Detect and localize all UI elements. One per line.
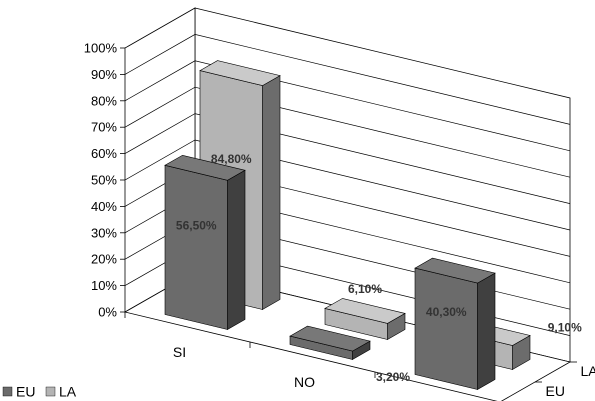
bar-eu-no	[289, 325, 371, 361]
legend: EU LA	[2, 384, 77, 400]
legend-item-eu: EU	[2, 384, 35, 400]
data-label-la: 84,80%	[211, 152, 252, 166]
legend-item-la: LA	[45, 384, 77, 400]
depth-label: EU	[546, 383, 565, 399]
bar-la-no	[324, 298, 406, 341]
bar-eu-parcialemente	[414, 257, 496, 391]
bar-top-face	[164, 154, 246, 181]
x-axis-categories: SINOParcialemente	[173, 344, 315, 390]
y-tick-label: 0%	[98, 305, 117, 320]
gridlines	[124, 34, 571, 336]
data-labels: 56,50% 3,20% 40,30% 84,80% 6,10% 9,10%	[176, 152, 582, 384]
y-axis-ticks: 0% 10% 20% 30% 40% 50% 60% 70% 80% 90% 100%	[84, 41, 125, 320]
bar-top-face	[199, 60, 281, 86]
bar-side-face	[262, 75, 281, 311]
legend-label: LA	[59, 384, 77, 400]
y-tick-label: 60%	[91, 146, 117, 161]
bar-top-face	[324, 298, 406, 324]
legend-swatch	[2, 386, 13, 397]
x-category-label: NO	[294, 374, 315, 390]
y-tick-label: 40%	[91, 199, 117, 214]
y-tick-label: 30%	[91, 225, 117, 240]
gridline	[124, 86, 571, 178]
depth-axis-labels: EU LA	[546, 363, 595, 399]
y-tick-label: 100%	[84, 41, 118, 56]
bars	[164, 60, 531, 391]
data-label-eu: 3,20%	[376, 370, 410, 384]
gridline	[124, 60, 571, 152]
bar-eu-si	[164, 154, 246, 331]
y-tick-label: 20%	[91, 252, 117, 267]
y-tick-label: 80%	[91, 93, 117, 108]
bar-top-face	[414, 257, 496, 284]
gridline	[124, 113, 571, 204]
gridline	[124, 139, 571, 231]
y-tick-label: 90%	[91, 67, 117, 82]
bar-front-face	[414, 267, 478, 390]
legend-swatch	[45, 386, 56, 397]
y-tick-label: 50%	[91, 173, 117, 188]
bar-side-face	[477, 272, 496, 391]
depth-label: LA	[581, 363, 595, 379]
bar-front-face	[164, 164, 228, 330]
data-label-la: 9,10%	[548, 320, 582, 334]
bar-side-face	[227, 169, 246, 331]
data-label-eu: 40,30%	[426, 305, 467, 319]
gridline	[124, 34, 571, 125]
bar-top-face	[289, 325, 371, 352]
legend-label: EU	[16, 384, 35, 400]
data-label-eu: 56,50%	[176, 219, 217, 233]
x-category-label: SI	[173, 344, 186, 360]
y-tick-label: 10%	[91, 278, 117, 293]
data-label-la: 6,10%	[348, 282, 382, 296]
y-tick-label: 70%	[91, 120, 117, 135]
